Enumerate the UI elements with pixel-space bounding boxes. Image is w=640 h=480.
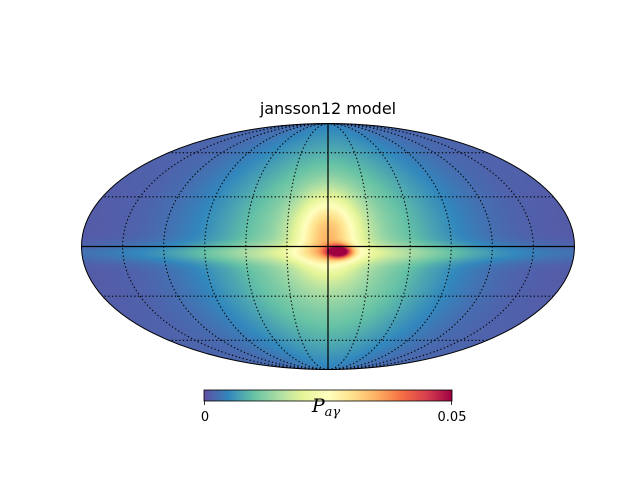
colorbar-gradient: [203, 389, 453, 402]
map-boundary: [81, 123, 575, 370]
colorbar-label-base: P: [311, 395, 326, 417]
colorbar-tick-label-min: 0: [201, 410, 209, 425]
colorbar-tick-label-max: 0.05: [438, 410, 467, 425]
meridian-line: [327, 122, 534, 371]
colorbar-label-subscript: aγ: [325, 405, 341, 420]
meridian-line: [122, 122, 329, 371]
colorbar-label: Paγ: [311, 395, 341, 420]
colorbar: 0 0.05 Paγ: [201, 389, 467, 425]
chart-title: jansson12 model: [259, 99, 396, 118]
